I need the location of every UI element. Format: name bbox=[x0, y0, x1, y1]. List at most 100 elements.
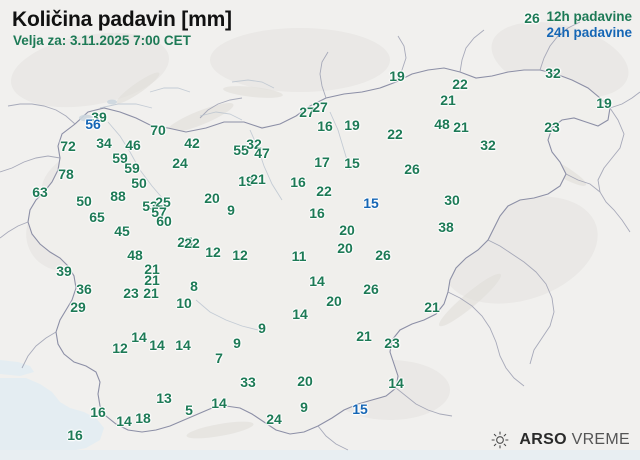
station-value: 50 bbox=[131, 175, 147, 191]
brand-text: ARSO VREME bbox=[519, 431, 630, 449]
station-value: 50 bbox=[76, 193, 92, 209]
station-value: 19 bbox=[344, 117, 360, 133]
station-value: 48 bbox=[127, 247, 143, 263]
station-value: 42 bbox=[184, 135, 200, 151]
station-value: 21 bbox=[356, 328, 372, 344]
station-value: 21 bbox=[250, 171, 266, 187]
station-value: 12 bbox=[232, 247, 248, 263]
station-value: 48 bbox=[434, 116, 450, 132]
station-value: 19 bbox=[596, 95, 612, 111]
station-value: 18 bbox=[135, 410, 151, 426]
station-value: 22 bbox=[316, 183, 332, 199]
station-value: 25 bbox=[155, 194, 171, 210]
sea-area bbox=[0, 378, 104, 452]
station-value: 23 bbox=[544, 119, 560, 135]
station-value: 53 bbox=[142, 198, 158, 214]
station-value: 21 bbox=[144, 272, 160, 288]
station-value: 20 bbox=[326, 293, 342, 309]
station-value: 8 bbox=[190, 278, 198, 294]
station-value: 55 bbox=[233, 142, 249, 158]
station-value: 39 bbox=[91, 109, 107, 125]
rivers bbox=[99, 79, 351, 331]
station-value: 45 bbox=[114, 223, 130, 239]
station-value: 27 bbox=[312, 99, 328, 115]
station-value: 16 bbox=[309, 205, 325, 221]
station-value: 27 bbox=[299, 104, 315, 120]
station-value: 38 bbox=[438, 219, 454, 235]
station-value: 9 bbox=[233, 335, 241, 351]
station-value: 32 bbox=[480, 137, 496, 153]
station-value: 46 bbox=[125, 137, 141, 153]
neighbour-borders bbox=[0, 21, 640, 451]
station-value: 7 bbox=[215, 350, 223, 366]
station-value: 21 bbox=[440, 92, 456, 108]
slovenia-border bbox=[27, 67, 611, 435]
station-value: 20 bbox=[297, 373, 313, 389]
brand-arso: ARSO bbox=[519, 431, 567, 448]
station-value: 15 bbox=[363, 195, 379, 211]
sea-area-upper bbox=[0, 360, 34, 376]
station-value: 88 bbox=[110, 188, 126, 204]
station-value: 10 bbox=[176, 295, 192, 311]
station-value: 16 bbox=[290, 174, 306, 190]
station-value: 21 bbox=[143, 285, 159, 301]
station-value: 57 bbox=[151, 204, 167, 220]
station-value: 14 bbox=[131, 329, 147, 345]
station-value: 65 bbox=[89, 209, 105, 225]
station-value: 23 bbox=[384, 335, 400, 351]
station-value: 14 bbox=[388, 375, 404, 391]
lakes bbox=[79, 99, 117, 122]
station-value: 15 bbox=[344, 155, 360, 171]
station-value: 26 bbox=[404, 161, 420, 177]
station-value: 26 bbox=[375, 247, 391, 263]
station-value: 25 bbox=[177, 234, 193, 250]
station-value: 20 bbox=[339, 222, 355, 238]
station-value: 32 bbox=[545, 65, 561, 81]
station-value: 24 bbox=[266, 411, 282, 427]
station-value: 16 bbox=[90, 404, 106, 420]
station-value: 12 bbox=[112, 340, 128, 356]
branding: ARSO VREME bbox=[490, 430, 630, 450]
station-value: 60 bbox=[156, 213, 172, 229]
legend-item-24h: 24h padavine bbox=[546, 25, 632, 40]
station-value: 16 bbox=[317, 118, 333, 134]
station-value: 9 bbox=[300, 399, 308, 415]
station-value: 59 bbox=[112, 150, 128, 166]
station-value: 22 bbox=[452, 76, 468, 92]
station-value: 9 bbox=[258, 320, 266, 336]
station-value: 34 bbox=[96, 135, 112, 151]
station-value: 19 bbox=[389, 68, 405, 84]
station-value: 22 bbox=[387, 126, 403, 142]
station-value: 70 bbox=[150, 122, 166, 138]
station-value: 15 bbox=[352, 401, 368, 417]
legend-item-12h: 12h padavine bbox=[546, 9, 632, 24]
station-value: 21 bbox=[144, 261, 160, 277]
station-value: 11 bbox=[291, 248, 307, 264]
station-value: 20 bbox=[204, 190, 220, 206]
station-value: 30 bbox=[444, 192, 460, 208]
station-value: 19 bbox=[238, 173, 254, 189]
station-value: 14 bbox=[175, 337, 191, 353]
station-value: 21 bbox=[453, 119, 469, 135]
station-value: 13 bbox=[156, 390, 172, 406]
station-value: 59 bbox=[124, 160, 140, 176]
station-value: 47 bbox=[254, 145, 270, 161]
station-value: 24 bbox=[172, 155, 188, 171]
brand-vreme: VREME bbox=[571, 431, 630, 448]
station-value: 14 bbox=[309, 273, 325, 289]
valid-time-subtitle: Velja za: 3.11.2025 7:00 CET bbox=[13, 33, 191, 48]
station-value: 36 bbox=[76, 281, 92, 297]
station-value: 20 bbox=[337, 240, 353, 256]
station-value: 14 bbox=[292, 306, 308, 322]
station-value: 26 bbox=[524, 10, 540, 26]
station-value: 32 bbox=[246, 136, 262, 152]
sun-icon bbox=[491, 431, 509, 449]
station-value: 9 bbox=[227, 202, 235, 218]
station-value: 21 bbox=[424, 299, 440, 315]
station-value: 17 bbox=[314, 154, 330, 170]
station-value: 5 bbox=[185, 402, 193, 418]
legend: 12h padavine 24h padavine bbox=[546, 9, 632, 41]
station-value: 33 bbox=[240, 374, 256, 390]
